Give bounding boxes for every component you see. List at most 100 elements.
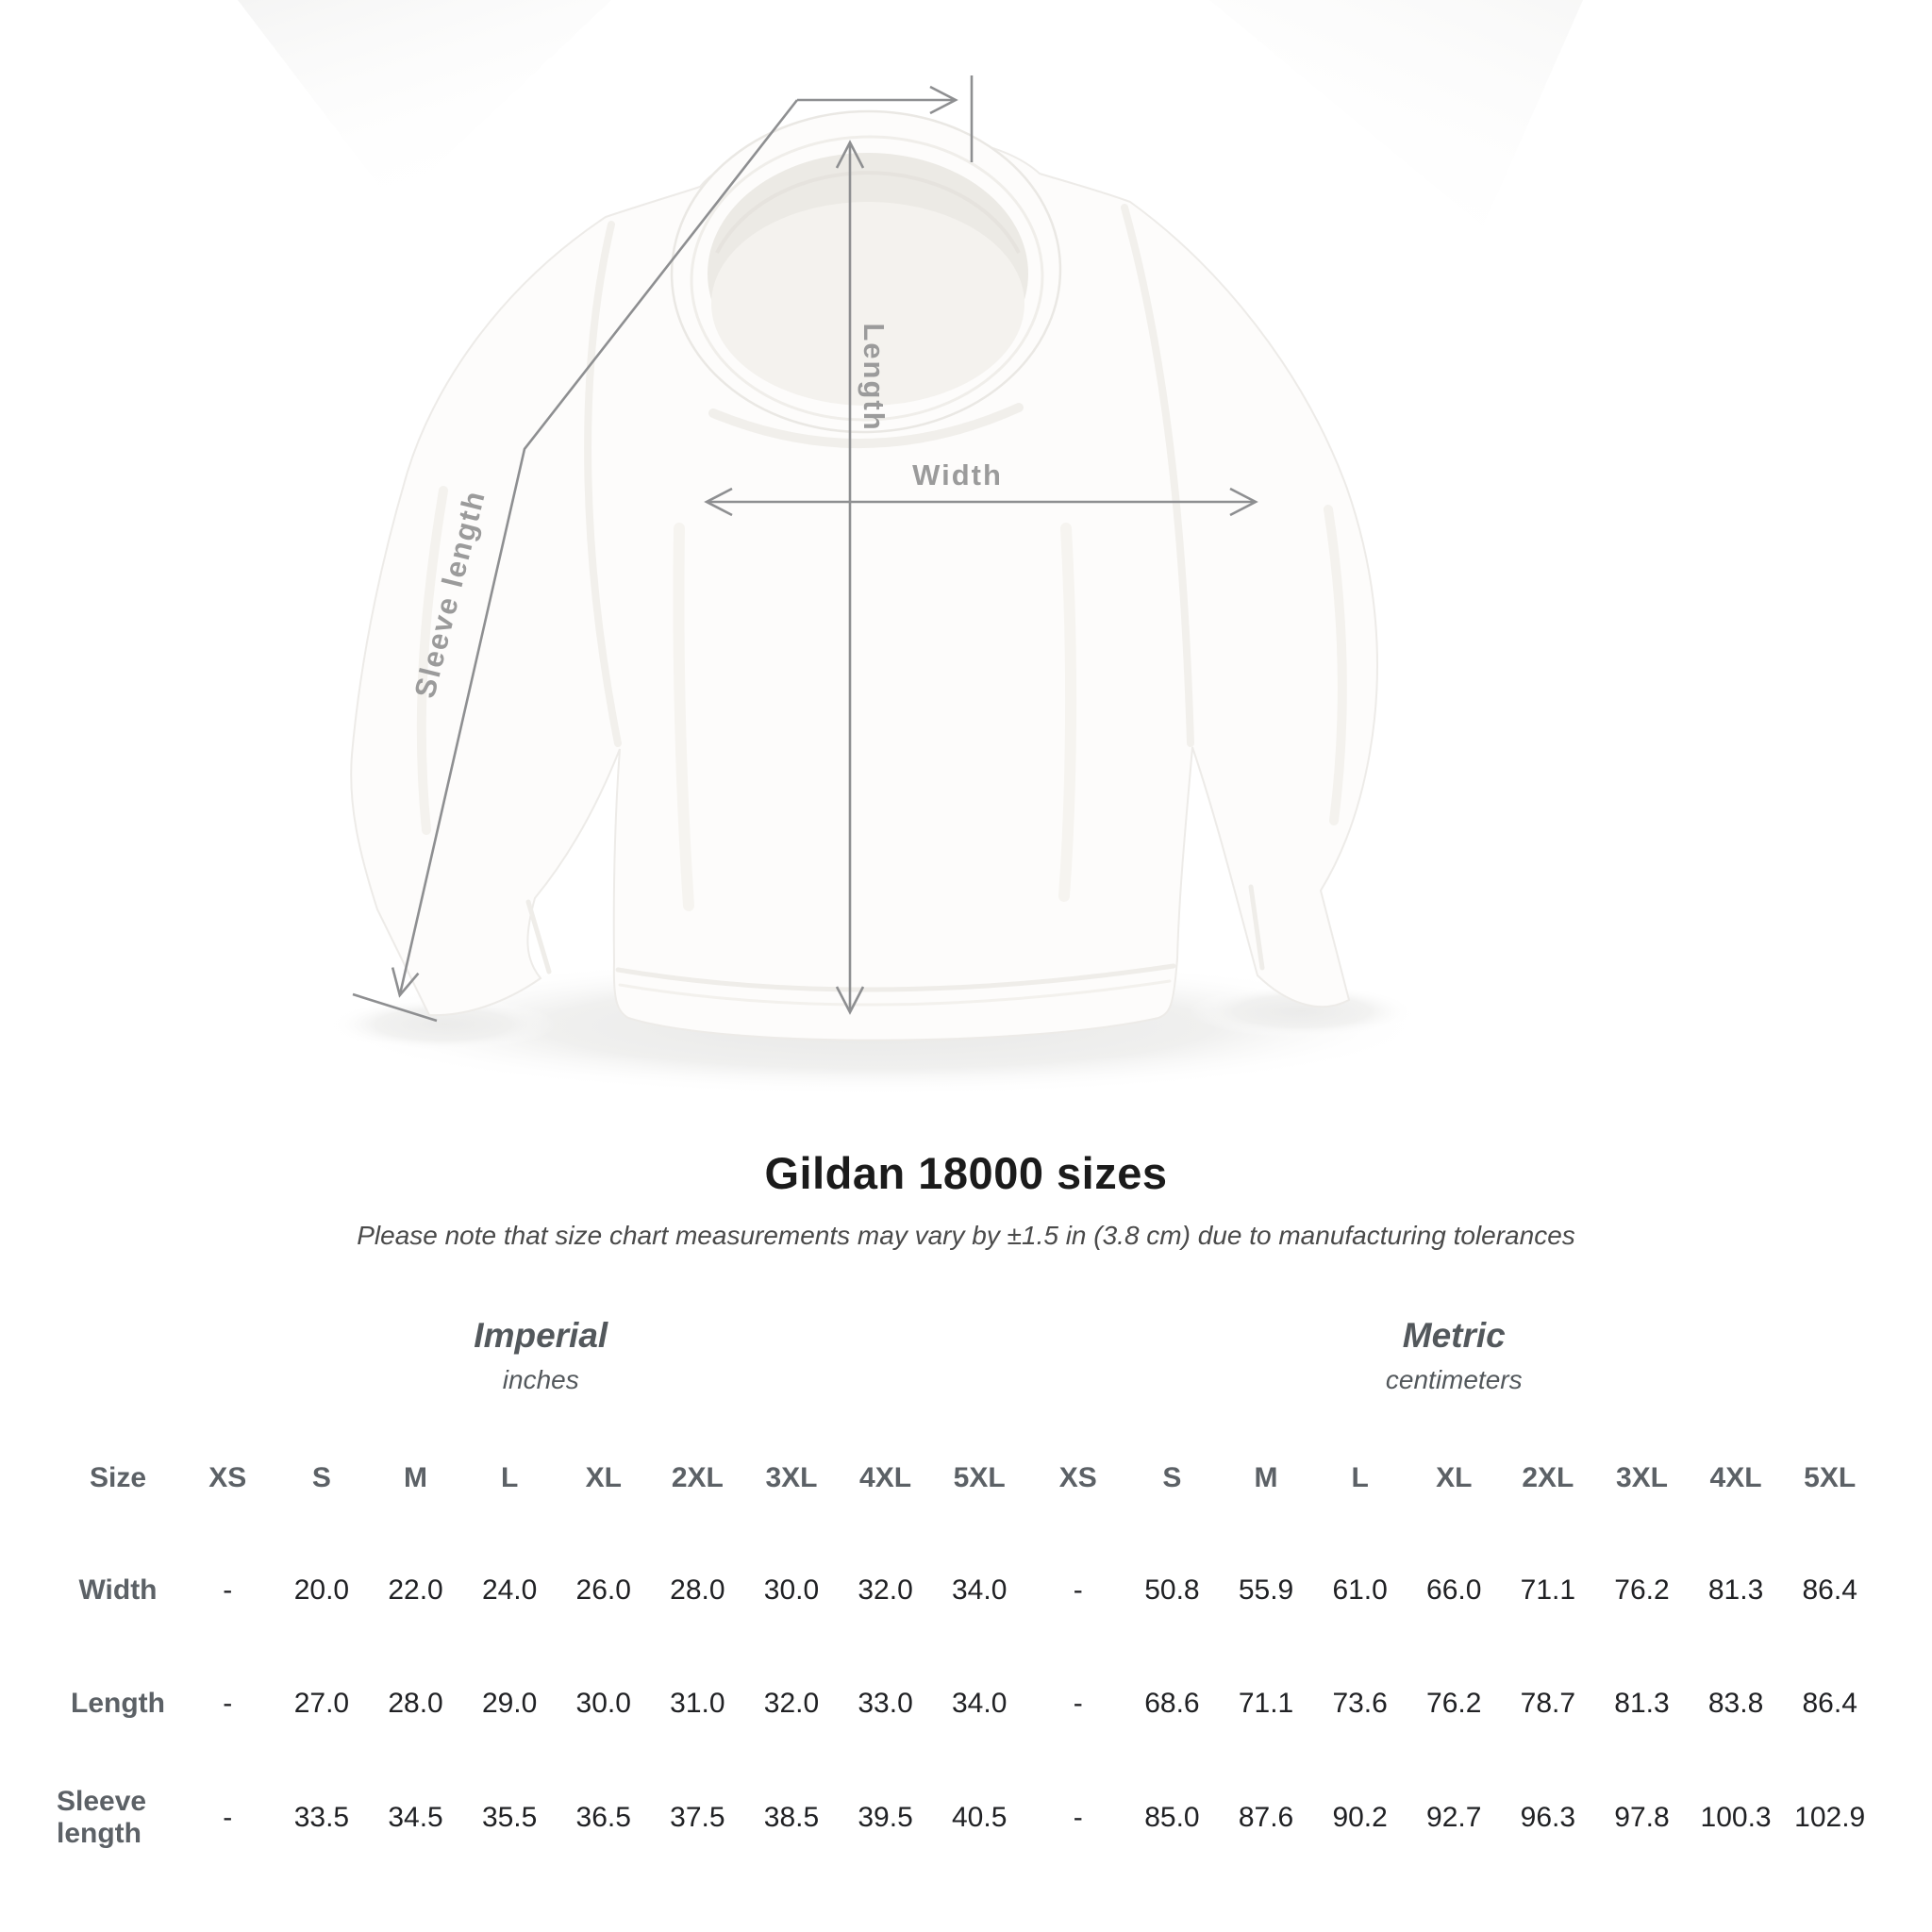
section-divider	[1027, 1424, 1030, 1532]
measurement-cell-metric: 76.2	[1596, 1535, 1688, 1646]
size-header-cell-metric: L	[1314, 1424, 1406, 1532]
sleeve-measure-line	[391, 99, 799, 998]
sleeve-measure-cuff-tick	[352, 992, 438, 1023]
page-title: Gildan 18000 sizes	[764, 1148, 1168, 1198]
measurement-cell-imperial: 26.0	[558, 1535, 650, 1646]
sweatshirt-photo	[350, 109, 1378, 1041]
measurement-cell-imperial: 32.0	[745, 1649, 838, 1758]
measurement-cell-imperial: 33.0	[840, 1649, 931, 1758]
metric-label: Metric	[1402, 1316, 1506, 1355]
size-header-cell-metric: 3XL	[1596, 1424, 1688, 1532]
size-header-cell-imperial: 3XL	[745, 1424, 838, 1532]
size-header-cell-imperial: 2XL	[652, 1424, 743, 1532]
size-header-cell-metric: 5XL	[1784, 1424, 1875, 1532]
measurement-cell-imperial: 31.0	[652, 1649, 743, 1758]
fabric-folds	[416, 204, 1347, 1007]
measurement-cell-metric: 86.4	[1784, 1649, 1875, 1758]
measurement-cell-metric: 55.9	[1220, 1535, 1312, 1646]
measurement-cell-imperial: 34.0	[933, 1649, 1025, 1758]
measurement-cell-metric: 87.6	[1220, 1761, 1312, 1874]
length-label: Length	[858, 323, 891, 431]
measurement-cell-metric: 90.2	[1314, 1761, 1406, 1874]
row-label-cell: Length	[57, 1649, 179, 1758]
measurement-cell-imperial: 36.5	[558, 1761, 650, 1874]
size-header-cell-metric: XL	[1407, 1424, 1500, 1532]
measurement-cell-imperial: 30.0	[745, 1535, 838, 1646]
measurement-cell-imperial: 40.5	[933, 1761, 1025, 1874]
measurement-cell-metric: 73.6	[1314, 1649, 1406, 1758]
measurement-cell-metric: 50.8	[1126, 1535, 1218, 1646]
size-header-cell-metric: XS	[1032, 1424, 1124, 1532]
size-header-cell-imperial: XS	[182, 1424, 274, 1532]
measurement-cell-imperial: 32.0	[840, 1535, 931, 1646]
measurement-cell-imperial: 27.0	[275, 1649, 368, 1758]
size-header-cell-metric: 2XL	[1502, 1424, 1594, 1532]
measurement-cell-imperial: -	[182, 1761, 274, 1874]
size-header-cell-imperial: XL	[558, 1424, 650, 1532]
measurement-cell-imperial: 39.5	[840, 1761, 931, 1874]
measurement-cell-imperial: 22.0	[370, 1535, 461, 1646]
row-label-cell: Width	[57, 1535, 179, 1646]
measurement-cell-metric: 71.1	[1502, 1535, 1594, 1646]
measurement-cell-metric: -	[1032, 1649, 1124, 1758]
measurement-cell-metric: -	[1032, 1535, 1124, 1646]
measurement-cell-metric: 71.1	[1220, 1649, 1312, 1758]
measurement-cell-metric: 81.3	[1690, 1535, 1782, 1646]
size-header-cell-imperial: L	[463, 1424, 556, 1532]
measurement-cell-imperial: 20.0	[275, 1535, 368, 1646]
measurement-cell-metric: 78.7	[1502, 1649, 1594, 1758]
imperial-section-header: Imperial inches	[57, 1291, 1025, 1421]
measurement-cell-metric: 97.8	[1596, 1761, 1688, 1874]
row-label-cell: Sleeve length	[57, 1761, 179, 1874]
measurement-cell-metric: 85.0	[1126, 1761, 1218, 1874]
measurement-cell-metric: 92.7	[1407, 1761, 1500, 1874]
size-header-cell-metric: S	[1126, 1424, 1218, 1532]
size-header-cell-imperial: 5XL	[933, 1424, 1025, 1532]
measurement-cell-imperial: 29.0	[463, 1649, 556, 1758]
measurement-cell-metric: 100.3	[1690, 1761, 1782, 1874]
width-label: Width	[912, 458, 1003, 491]
measurement-cell-imperial: 28.0	[370, 1649, 461, 1758]
tolerance-note: Please note that size chart measurements…	[357, 1221, 1575, 1250]
size-header-cell-metric: M	[1220, 1424, 1312, 1532]
measurement-cell-metric: 86.4	[1784, 1535, 1875, 1646]
imperial-unit-label: inches	[502, 1365, 579, 1394]
sweatshirt-collar	[670, 109, 1062, 434]
measurement-cell-metric: 68.6	[1126, 1649, 1218, 1758]
section-divider	[1027, 1761, 1030, 1874]
measurement-cell-imperial: -	[182, 1535, 274, 1646]
size-header-cell-imperial: 4XL	[840, 1424, 931, 1532]
measurement-cell-metric: -	[1032, 1761, 1124, 1874]
measurement-cell-metric: 102.9	[1784, 1761, 1875, 1874]
measurement-cell-metric: 61.0	[1314, 1535, 1406, 1646]
measurement-cell-imperial: 34.0	[933, 1535, 1025, 1646]
imperial-label: Imperial	[474, 1316, 608, 1355]
measurement-cell-imperial: 30.0	[558, 1649, 650, 1758]
measurement-cell-metric: 66.0	[1407, 1535, 1500, 1646]
measurement-cell-imperial: -	[182, 1649, 274, 1758]
metric-unit-label: centimeters	[1385, 1365, 1523, 1394]
measurement-cell-imperial: 24.0	[463, 1535, 556, 1646]
measurement-cell-imperial: 28.0	[652, 1535, 743, 1646]
size-header-cell-imperial: S	[275, 1424, 368, 1532]
section-divider	[1027, 1291, 1030, 1421]
product-measurement-figure: Length Width Sleeve length	[238, 0, 1583, 1096]
measurement-cell-imperial: 38.5	[745, 1761, 838, 1874]
measurement-cell-metric: 83.8	[1690, 1649, 1782, 1758]
size-column-header: Size	[57, 1424, 179, 1532]
measurement-cell-imperial: 37.5	[652, 1761, 743, 1874]
section-divider	[1027, 1535, 1030, 1646]
measurement-cell-imperial: 35.5	[463, 1761, 556, 1874]
metric-section-header: Metric centimeters	[1032, 1291, 1875, 1421]
measurement-cell-metric: 96.3	[1502, 1761, 1594, 1874]
measurement-cell-metric: 76.2	[1407, 1649, 1500, 1758]
section-divider	[1027, 1649, 1030, 1758]
measurement-annotations	[352, 75, 1258, 1023]
measurement-cell-metric: 81.3	[1596, 1649, 1688, 1758]
measurement-cell-imperial: 33.5	[275, 1761, 368, 1874]
measurement-cell-imperial: 34.5	[370, 1761, 461, 1874]
size-header-cell-metric: 4XL	[1690, 1424, 1782, 1532]
size-header-cell-imperial: M	[370, 1424, 461, 1532]
size-table: Imperial inches Metric centimeters Size X…	[57, 1291, 1875, 1874]
